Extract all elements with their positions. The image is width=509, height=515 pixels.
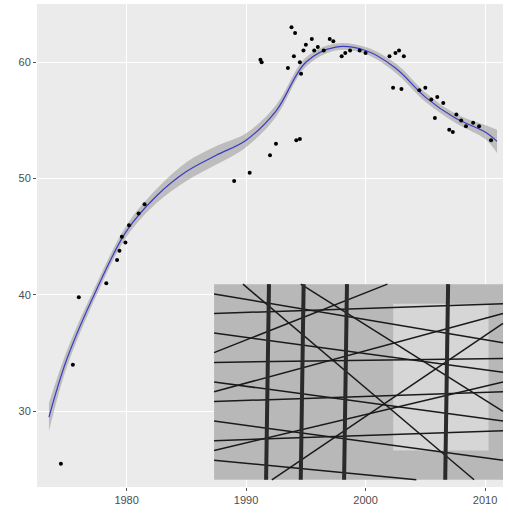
svg-text:50: 50 xyxy=(19,172,31,184)
svg-text:1980: 1980 xyxy=(114,494,138,506)
svg-text:40: 40 xyxy=(19,289,31,301)
svg-text:2000: 2000 xyxy=(353,494,377,506)
svg-text:30: 30 xyxy=(19,405,31,417)
svg-text:60: 60 xyxy=(19,56,31,68)
svg-text:1990: 1990 xyxy=(234,494,258,506)
svg-text:2010: 2010 xyxy=(473,494,497,506)
